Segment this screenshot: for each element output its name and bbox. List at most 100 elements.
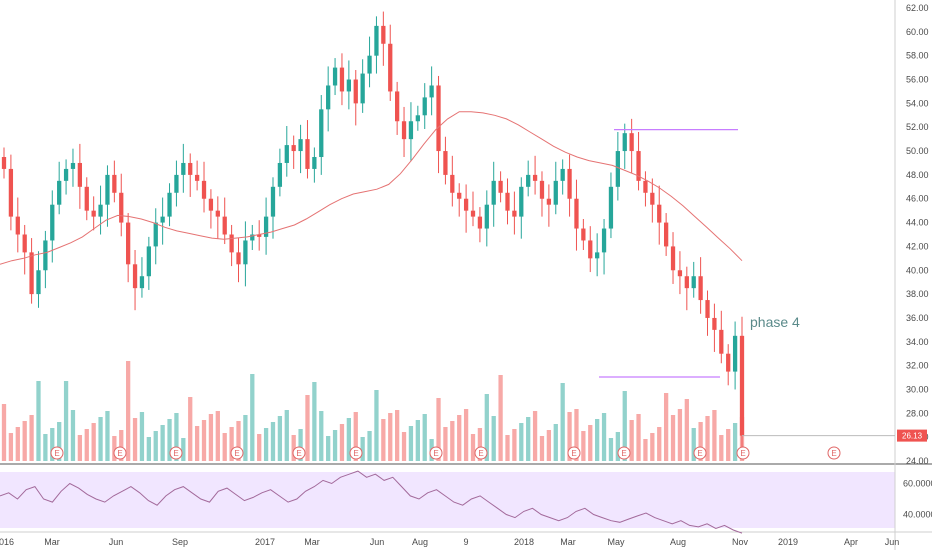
candle-body[interactable] bbox=[160, 216, 165, 223]
candle-body[interactable] bbox=[657, 204, 662, 223]
candle-body[interactable] bbox=[705, 300, 710, 318]
candle-body[interactable] bbox=[119, 192, 124, 223]
earnings-marker-icon[interactable] bbox=[617, 446, 631, 460]
candle-body[interactable] bbox=[139, 276, 145, 289]
candle-body[interactable] bbox=[429, 85, 434, 98]
earnings-marker-icon[interactable] bbox=[736, 446, 750, 460]
candle-body[interactable] bbox=[84, 186, 89, 211]
candle-body[interactable] bbox=[8, 168, 14, 217]
candle-body[interactable] bbox=[408, 121, 414, 140]
candle-body[interactable] bbox=[463, 198, 469, 211]
candle-body[interactable] bbox=[691, 276, 696, 289]
candle-body[interactable] bbox=[57, 180, 62, 205]
candle-body[interactable] bbox=[277, 162, 283, 187]
candle-body[interactable] bbox=[1, 157, 7, 169]
candle-body[interactable] bbox=[15, 216, 20, 235]
candle-body[interactable] bbox=[636, 151, 641, 181]
candle-body[interactable] bbox=[443, 151, 448, 175]
candle-body[interactable] bbox=[319, 109, 324, 158]
candle-body[interactable] bbox=[546, 198, 552, 205]
candle-body[interactable] bbox=[305, 139, 310, 169]
candle-body[interactable] bbox=[236, 252, 241, 265]
candle-body[interactable] bbox=[484, 204, 489, 229]
earnings-marker-icon[interactable] bbox=[292, 446, 306, 460]
candle-body[interactable] bbox=[588, 240, 593, 259]
candle-body[interactable] bbox=[250, 234, 255, 241]
candle-body[interactable] bbox=[553, 180, 558, 205]
earnings-marker-icon[interactable] bbox=[429, 446, 443, 460]
candle-body[interactable] bbox=[519, 186, 524, 217]
candle-body[interactable] bbox=[181, 162, 186, 175]
candle-body[interactable] bbox=[284, 145, 289, 163]
candle-body[interactable] bbox=[98, 204, 103, 217]
candle-body[interactable] bbox=[670, 246, 676, 271]
candle-body[interactable] bbox=[498, 180, 503, 193]
candle-body[interactable] bbox=[112, 174, 117, 193]
candle-body[interactable] bbox=[560, 168, 565, 181]
candle-body[interactable] bbox=[643, 180, 648, 193]
candle-body[interactable] bbox=[739, 335, 745, 436]
candle-body[interactable] bbox=[526, 174, 531, 187]
candle-body[interactable] bbox=[243, 240, 248, 265]
candle-body[interactable] bbox=[401, 121, 407, 140]
candle-body[interactable] bbox=[581, 228, 586, 241]
candle-body[interactable] bbox=[126, 222, 131, 265]
candle-body[interactable] bbox=[326, 85, 331, 110]
candle-body[interactable] bbox=[477, 216, 483, 229]
candle-body[interactable] bbox=[726, 353, 731, 372]
candle-body[interactable] bbox=[677, 270, 683, 277]
candle-body[interactable] bbox=[353, 79, 358, 104]
candle-body[interactable] bbox=[615, 151, 620, 187]
candle-body[interactable] bbox=[650, 192, 655, 205]
candle-body[interactable] bbox=[291, 145, 296, 152]
earnings-marker-icon[interactable] bbox=[230, 446, 244, 460]
candle-body[interactable] bbox=[194, 174, 200, 181]
candle-body[interactable] bbox=[567, 168, 572, 199]
earnings-marker-icon[interactable] bbox=[827, 446, 841, 460]
candle-body[interactable] bbox=[663, 222, 669, 247]
candle-body[interactable] bbox=[595, 252, 600, 259]
candle-body[interactable] bbox=[698, 276, 703, 301]
candle-body[interactable] bbox=[70, 162, 76, 169]
candle-body[interactable] bbox=[367, 55, 372, 74]
earnings-marker-icon[interactable] bbox=[113, 446, 127, 460]
candle-body[interactable] bbox=[63, 168, 69, 181]
candle-body[interactable] bbox=[422, 97, 427, 116]
candle-body[interactable] bbox=[457, 192, 462, 199]
earnings-marker-icon[interactable] bbox=[474, 446, 488, 460]
candle-body[interactable] bbox=[36, 270, 41, 295]
earnings-marker-icon[interactable] bbox=[567, 446, 581, 460]
candle-body[interactable] bbox=[346, 79, 351, 92]
candle-body[interactable] bbox=[50, 204, 55, 241]
candle-body[interactable] bbox=[450, 174, 455, 193]
candle-body[interactable] bbox=[512, 210, 517, 217]
candle-body[interactable] bbox=[395, 91, 400, 122]
candle-body[interactable] bbox=[574, 198, 579, 229]
candle-body[interactable] bbox=[167, 192, 172, 217]
candle-body[interactable] bbox=[629, 133, 634, 152]
candle-body[interactable] bbox=[712, 317, 717, 330]
candle-body[interactable] bbox=[105, 174, 110, 205]
candle-body[interactable] bbox=[43, 240, 48, 271]
candle-body[interactable] bbox=[491, 180, 496, 205]
candle-body[interactable] bbox=[263, 216, 269, 237]
candle-body[interactable] bbox=[539, 180, 545, 199]
candle-body[interactable] bbox=[532, 174, 538, 181]
candle-body[interactable] bbox=[505, 192, 510, 211]
candle-body[interactable] bbox=[360, 73, 365, 104]
candle-body[interactable] bbox=[257, 234, 262, 237]
earnings-marker-icon[interactable] bbox=[50, 446, 64, 460]
candle-body[interactable] bbox=[388, 43, 393, 92]
candle-body[interactable] bbox=[91, 210, 96, 217]
candle-body[interactable] bbox=[470, 210, 476, 217]
candle-body[interactable] bbox=[132, 264, 138, 289]
candle-body[interactable] bbox=[270, 186, 276, 217]
candle-body[interactable] bbox=[222, 216, 227, 235]
candle-body[interactable] bbox=[719, 329, 724, 354]
candle-body[interactable] bbox=[29, 252, 34, 295]
candle-body[interactable] bbox=[374, 25, 379, 56]
candle-body[interactable] bbox=[381, 25, 386, 44]
candle-body[interactable] bbox=[215, 210, 220, 217]
candle-body[interactable] bbox=[732, 335, 738, 372]
